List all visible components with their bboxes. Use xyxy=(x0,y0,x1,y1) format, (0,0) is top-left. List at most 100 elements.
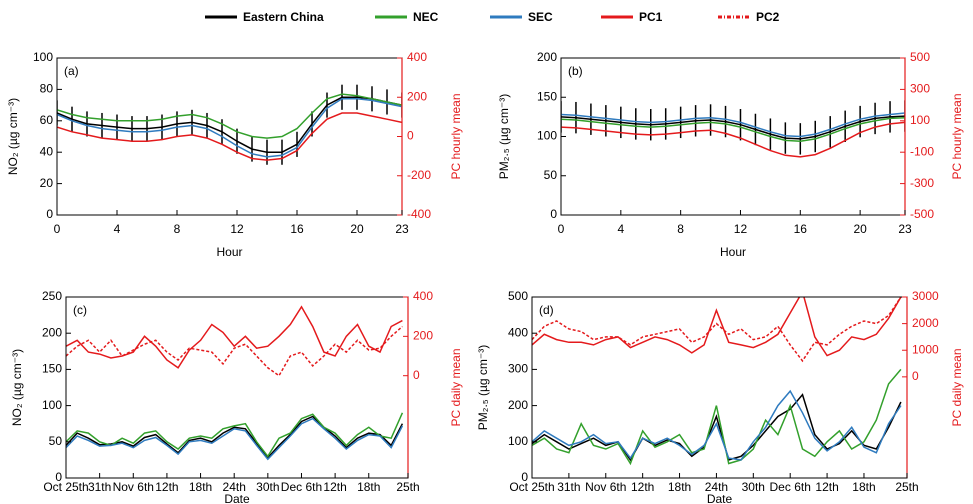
y-tick-label: 300 xyxy=(508,362,528,376)
x-tick-label: 12 xyxy=(230,222,244,236)
y2-tick-label: 400 xyxy=(407,50,427,64)
series-line xyxy=(57,98,402,158)
y-tick-label: 0 xyxy=(521,470,528,484)
y2-tick-label: -100 xyxy=(910,144,934,158)
x-tick-label: 23 xyxy=(898,222,912,236)
series-line xyxy=(57,93,402,139)
y2-axis-label: PC hourly mean xyxy=(950,93,964,179)
plot-area xyxy=(561,100,905,158)
series-line xyxy=(532,297,902,363)
x-tick-label: 18th xyxy=(852,480,875,494)
x-tick-label: Nov 6th xyxy=(113,480,154,494)
x-tick-label: 0 xyxy=(558,222,565,236)
series-line xyxy=(66,305,403,369)
y-tick-label: 200 xyxy=(508,398,528,412)
panel-label: (c) xyxy=(73,303,87,317)
panel: 0 4 8 12 16 20 23 0 20 40 60 80 100 -400 -200 0 200 400 (a… xyxy=(6,50,463,259)
plot-frame xyxy=(65,296,409,479)
panel-label: (b) xyxy=(568,64,583,78)
x-tick-label: 16 xyxy=(290,222,304,236)
y-tick-label: 250 xyxy=(42,289,62,303)
y-tick-label: 80 xyxy=(40,82,54,96)
y2-axis-label: PC hourly mean xyxy=(449,93,463,179)
x-tick-label: Oct 25th xyxy=(43,480,88,494)
y2-tick-label: -400 xyxy=(407,207,431,221)
legend-label: PC2 xyxy=(756,10,780,24)
y-tick-label: 20 xyxy=(40,176,54,190)
y2-tick-label: 100 xyxy=(910,113,930,127)
x-tick-label: 4 xyxy=(617,222,624,236)
y-tick-label: 150 xyxy=(537,89,557,103)
x-tick-label: 12th xyxy=(631,480,654,494)
series-line xyxy=(532,389,902,461)
legend-label: Eastern China xyxy=(243,10,324,24)
plot-area xyxy=(66,305,404,461)
x-axis-label: Date xyxy=(707,492,733,504)
x-tick-label: Oct 25th xyxy=(509,480,554,494)
x-tick-label: 12th xyxy=(323,480,346,494)
x-tick-label: 12th xyxy=(155,480,178,494)
x-tick-label: Nov 6th xyxy=(585,480,626,494)
panel: Oct 25th 31th Nov 6th 12th 18th 24th 30th Dec 6… xyxy=(476,289,964,504)
plot-area xyxy=(532,297,902,466)
x-tick-label: 23 xyxy=(395,222,409,236)
x-tick-label: 30th xyxy=(742,480,765,494)
x-tick-label: 18th xyxy=(357,480,380,494)
x-tick-label: 30th xyxy=(256,480,279,494)
y-tick-label: 150 xyxy=(42,362,62,376)
x-tick-label: 20 xyxy=(853,222,867,236)
y2-tick-label: 400 xyxy=(413,289,433,303)
x-tick-label: Dec 6th xyxy=(281,480,322,494)
series-line xyxy=(532,393,902,462)
x-tick-label: 18th xyxy=(668,480,691,494)
panel-label: (a) xyxy=(64,64,79,78)
series-line xyxy=(532,368,902,466)
y2-tick-label: -200 xyxy=(407,168,431,182)
series-line xyxy=(66,415,404,459)
series-line xyxy=(561,112,905,138)
y2-tick-label: 3000 xyxy=(912,289,939,303)
x-tick-label: 31th xyxy=(88,480,111,494)
y2-tick-label: 500 xyxy=(910,50,930,64)
y-axis-label: NO₂ (µg cm⁻³) xyxy=(6,98,20,175)
y-tick-label: 40 xyxy=(40,144,54,158)
series-line xyxy=(66,325,403,377)
x-tick-label: Dec 6th xyxy=(770,480,811,494)
panel-label: (d) xyxy=(539,303,554,317)
x-tick-label: 8 xyxy=(174,222,181,236)
y-tick-label: 200 xyxy=(42,325,62,339)
x-tick-label: 0 xyxy=(54,222,61,236)
x-tick-label: 16 xyxy=(794,222,808,236)
x-tick-label: 8 xyxy=(677,222,684,236)
y2-axis-label: PC daily mean xyxy=(950,348,964,426)
series-line xyxy=(57,96,402,153)
y-tick-label: 50 xyxy=(49,434,63,448)
series-line xyxy=(66,417,404,461)
y-tick-label: 60 xyxy=(40,113,54,127)
y2-tick-label: -300 xyxy=(910,176,934,190)
y2-tick-label: 300 xyxy=(910,82,930,96)
x-tick-label: 18th xyxy=(189,480,212,494)
y-tick-label: 100 xyxy=(42,398,62,412)
x-axis-label: Date xyxy=(224,492,250,504)
y2-tick-label: -500 xyxy=(910,207,934,221)
y-tick-label: 100 xyxy=(33,50,53,64)
x-tick-label: 25th xyxy=(396,480,419,494)
y-axis-label: PM₂.₅ (µg cm⁻³) xyxy=(476,345,490,430)
y-tick-label: 50 xyxy=(544,168,558,182)
series-line xyxy=(532,297,902,357)
y-tick-label: 200 xyxy=(537,50,557,64)
plot-frame xyxy=(531,296,908,479)
x-tick-label: 4 xyxy=(114,222,121,236)
y-tick-label: 0 xyxy=(46,207,53,221)
y2-tick-label: 0 xyxy=(407,129,414,143)
x-tick-label: 31th xyxy=(557,480,580,494)
x-tick-label: 24th xyxy=(705,480,728,494)
y-tick-label: 400 xyxy=(508,325,528,339)
y-tick-label: 0 xyxy=(55,470,62,484)
y-axis-label: NO₂ (µg cm⁻³) xyxy=(10,349,24,426)
y2-tick-label: 0 xyxy=(912,369,919,383)
y2-tick-label: 0 xyxy=(413,368,420,382)
x-tick-label: 24th xyxy=(223,480,246,494)
